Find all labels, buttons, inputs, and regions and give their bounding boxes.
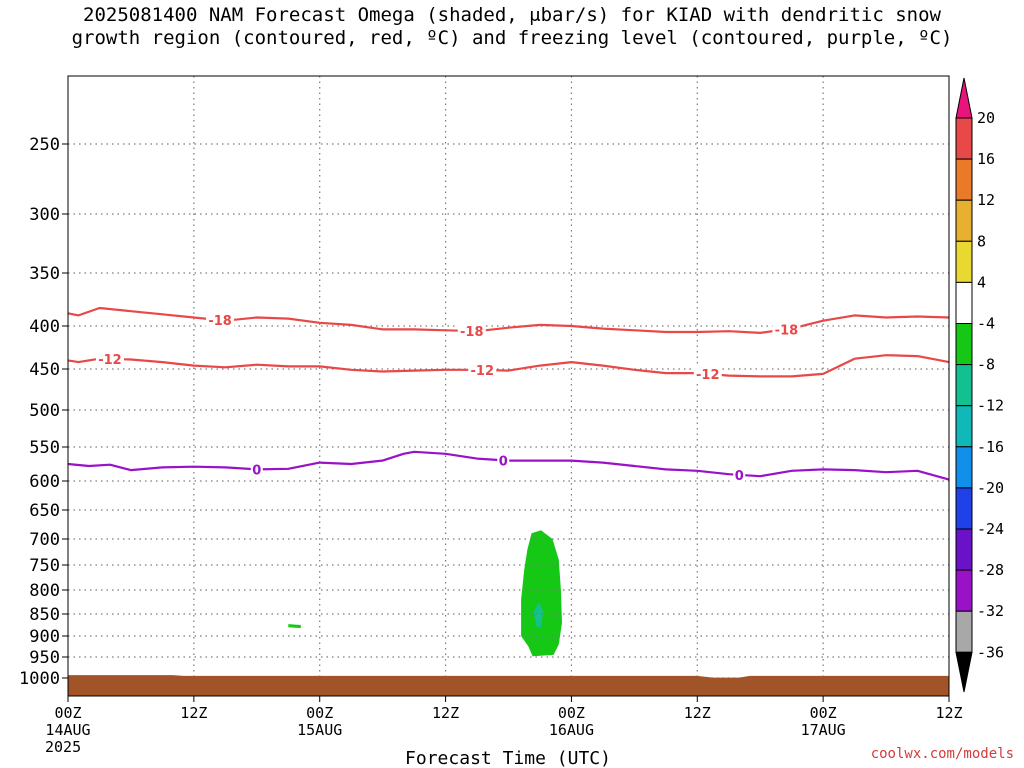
y-tick-label: 600	[29, 472, 60, 492]
y-tick-label: 850	[29, 605, 60, 625]
colorbar-tick-label: 12	[977, 191, 995, 209]
colorbar-segment	[955, 281, 973, 324]
credit-link[interactable]: coolwx.com/models	[870, 746, 1014, 762]
colorbar-tick-label: -16	[977, 438, 1004, 456]
shaded-region-0	[521, 530, 562, 657]
colorbar-segment	[955, 364, 973, 407]
colorbar-tick-label: 20	[977, 109, 995, 127]
y-tick-label: 800	[29, 581, 60, 601]
x-tick-label: 00Z	[54, 704, 81, 722]
y-tick-label: 350	[29, 264, 60, 284]
y-tick-label: 500	[29, 401, 60, 421]
contour-label: -12	[471, 364, 495, 379]
colorbar-segment	[955, 528, 973, 571]
contour-label-bg	[95, 351, 124, 366]
contour-label: 0	[252, 463, 261, 478]
x-tick-label: 12Z	[684, 704, 711, 722]
contour-label-bg	[693, 366, 722, 381]
contour-line--12	[67, 354, 950, 378]
y-tick-label: 700	[29, 530, 60, 550]
x-tick-year: 2025	[45, 738, 81, 756]
colorbar-tick-label: -28	[977, 561, 1004, 579]
contour-label: -18	[208, 314, 232, 329]
colorbar-tick-label: -24	[977, 520, 1004, 538]
y-tick-label: 650	[29, 501, 60, 521]
colorbar-segment	[955, 323, 973, 366]
y-tick-label: 400	[29, 317, 60, 337]
colorbar-segment	[955, 446, 973, 489]
colorbar-tick-label: -20	[977, 479, 1004, 497]
y-tick-label: 300	[29, 205, 60, 225]
contour-layer: -18 -18 -18 -12 -12 -12 0 0 0	[67, 306, 950, 484]
colorbar-segment	[955, 569, 973, 612]
colorbar-tick-label: -8	[977, 356, 995, 374]
colorbar: 20 16 12 8 4 -4 -8 -12 -16 -20 -24 -28 -32 -36	[955, 77, 1004, 693]
x-tick-label: 00Z	[810, 704, 837, 722]
x-axis-label: Forecast Time (UTC)	[405, 748, 611, 768]
colorbar-segment	[955, 158, 973, 201]
y-axis-ticks: 2503003504004505005506006507007508008509…	[19, 135, 68, 689]
colorbar-segment	[955, 117, 973, 160]
contour-label: -12	[696, 368, 720, 383]
y-tick-label: 550	[29, 438, 60, 458]
x-tick-date: 17AUG	[801, 721, 846, 739]
colorbar-segment	[955, 77, 973, 119]
contour-label: -18	[775, 323, 799, 338]
shaded-region-2	[288, 624, 301, 629]
x-tick-label: 12Z	[935, 704, 962, 722]
colorbar-segment	[955, 199, 973, 242]
colorbar-tick-label: 16	[977, 150, 995, 168]
colorbar-segment	[955, 240, 973, 283]
x-tick-label: 00Z	[306, 704, 333, 722]
colorbar-segment	[955, 487, 973, 530]
omega-shading-layer	[288, 530, 562, 657]
colorbar-segment	[955, 610, 973, 653]
contour-line--18	[67, 306, 950, 334]
y-tick-label: 900	[29, 627, 60, 647]
contour-label-bg	[497, 453, 510, 468]
contour-line-0	[67, 450, 950, 481]
contour-label: -12	[98, 353, 122, 368]
contour-label-bg	[206, 313, 235, 328]
contour-label-bg	[733, 467, 746, 482]
colorbar-tick-label: -32	[977, 602, 1004, 620]
title-line-2: growth region (contoured, red, ºC) and f…	[71, 27, 953, 49]
x-tick-label: 00Z	[558, 704, 585, 722]
x-tick-label: 12Z	[432, 704, 459, 722]
contour-label: 0	[735, 469, 744, 484]
plot-frame	[67, 75, 950, 697]
grid-layer	[68, 76, 949, 696]
surface-terrain	[68, 675, 949, 696]
chart-title: 2025081400 NAM Forecast Omega (shaded, μ…	[0, 4, 1024, 50]
colorbar-tick-label: 4	[977, 273, 986, 291]
contour-label-bg	[457, 324, 486, 339]
colorbar-tick-label: 8	[977, 232, 986, 250]
colorbar-tick-label: -12	[977, 397, 1004, 415]
shaded-region-1	[533, 602, 544, 628]
title-line-1: 2025081400 NAM Forecast Omega (shaded, μ…	[83, 4, 941, 26]
colorbar-tick-label: -36	[977, 643, 1004, 661]
colorbar-tick-label: -4	[977, 315, 995, 333]
x-tick-date: 16AUG	[549, 721, 594, 739]
y-tick-label: 450	[29, 360, 60, 380]
colorbar-segment	[955, 651, 973, 693]
contour-label-bg	[772, 322, 801, 337]
colorbar-segment	[955, 405, 973, 448]
x-tick-label: 12Z	[180, 704, 207, 722]
contour-label-bg	[468, 362, 497, 377]
surface-layer	[68, 675, 949, 696]
contour-label-bg	[250, 462, 263, 477]
x-tick-date: 14AUG	[45, 721, 90, 739]
y-tick-label: 250	[29, 135, 60, 155]
contour-label: 0	[499, 454, 508, 469]
contour-label: -18	[460, 325, 484, 340]
y-tick-label: 750	[29, 556, 60, 576]
x-tick-date: 15AUG	[297, 721, 342, 739]
y-tick-label: 950	[29, 648, 60, 668]
y-tick-label: 1000	[19, 669, 60, 689]
